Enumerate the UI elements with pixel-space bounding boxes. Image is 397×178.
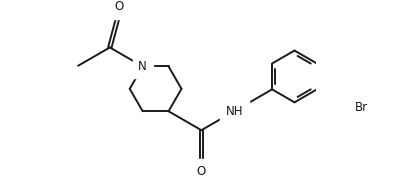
Text: Br: Br	[355, 101, 368, 114]
Text: N: N	[138, 60, 147, 73]
Text: NH: NH	[225, 105, 243, 118]
Text: O: O	[115, 0, 124, 13]
Text: O: O	[197, 165, 206, 178]
